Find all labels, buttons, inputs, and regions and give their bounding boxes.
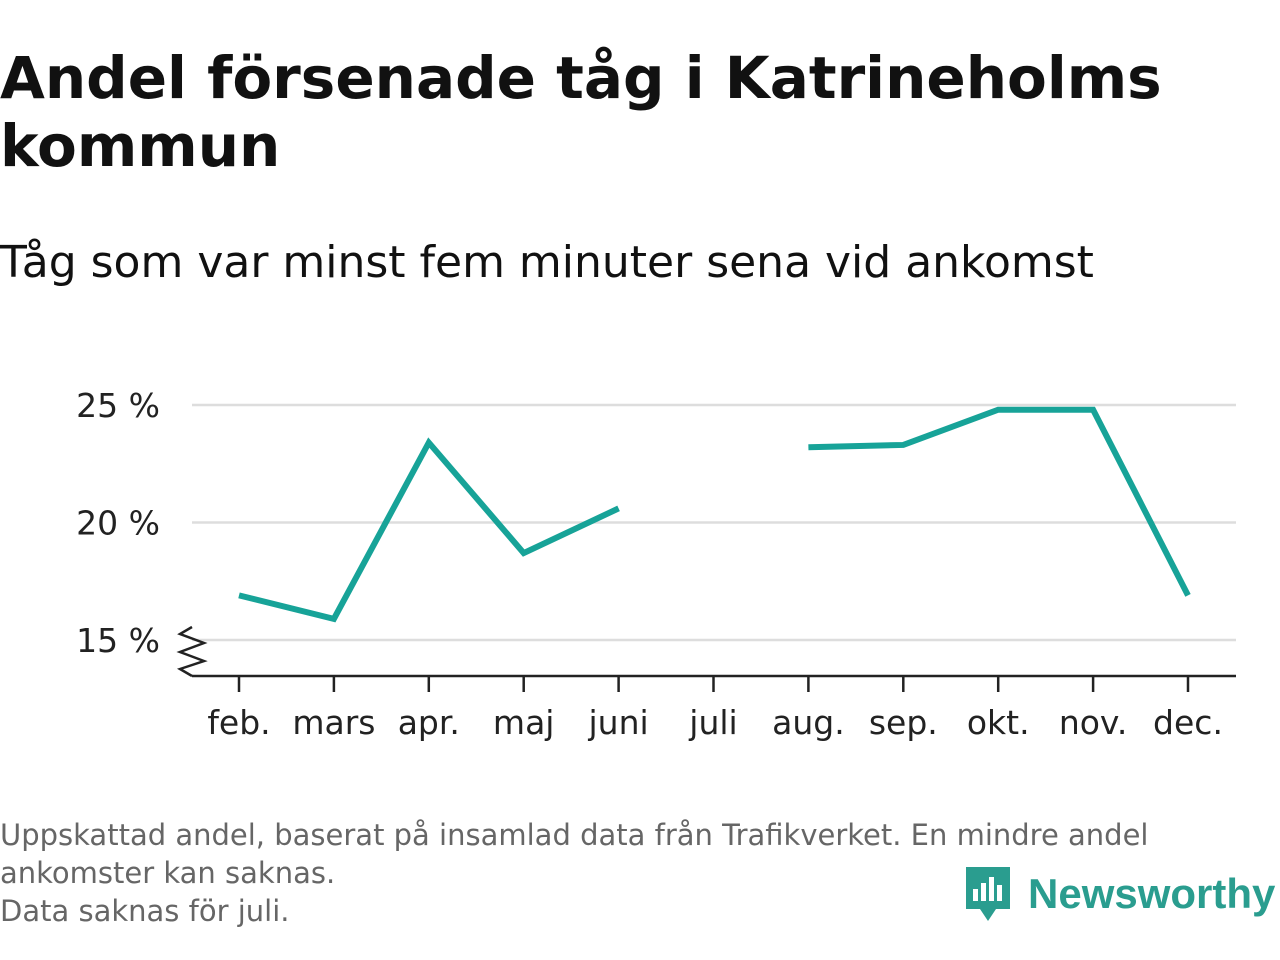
x-tick-label-7: sep. bbox=[869, 703, 938, 742]
x-tick-label-0: feb. bbox=[207, 703, 270, 742]
line-chart: 15 % 20 % 25 % feb. mars apr. maj juni juli aug.… bbox=[76, 386, 1236, 742]
footnote-line-3: Data saknas för juli. bbox=[0, 894, 290, 928]
chart-footnote: Uppskattad andel, baserat på insamlad da… bbox=[0, 816, 1275, 930]
brand-name: Newsworthy bbox=[1028, 870, 1276, 917]
x-tick-label-4: juni bbox=[588, 703, 649, 742]
axis-break-icon bbox=[176, 625, 208, 678]
x-axis-ticks: feb. mars apr. maj juni juli aug. sep. okt. nov. d… bbox=[207, 676, 1223, 742]
x-tick-label-6: aug. bbox=[772, 703, 845, 742]
y-tick-label-20: 20 % bbox=[76, 504, 160, 543]
brand-logo[interactable]: Newsworthy bbox=[962, 862, 1275, 926]
page-title: Andel försenade tåg i Katrineholms kommu… bbox=[0, 44, 1260, 180]
x-tick-label-10: dec. bbox=[1153, 703, 1223, 742]
series-line-segment-1 bbox=[238, 437, 620, 623]
y-tick-label-15: 15 % bbox=[76, 621, 160, 660]
title-line-2: kommun bbox=[0, 112, 281, 180]
x-tick-label-9: nov. bbox=[1059, 703, 1128, 742]
series-line-segment-2 bbox=[808, 406, 1191, 597]
series-lines bbox=[238, 406, 1191, 623]
footnote-line-2: ankomster kan saknas. bbox=[0, 856, 336, 890]
newsworthy-logo-icon bbox=[966, 867, 1010, 921]
x-tick-label-1: mars bbox=[292, 703, 375, 742]
y-tick-label-25: 25 % bbox=[76, 386, 160, 425]
gridlines bbox=[192, 403, 1236, 642]
x-tick-label-3: maj bbox=[493, 703, 555, 742]
x-tick-label-8: okt. bbox=[967, 703, 1030, 742]
chart-subtitle: Tåg som var minst fem minuter sena vid a… bbox=[0, 237, 1094, 288]
footnote-line-1: Uppskattad andel, baserat på insamlad da… bbox=[0, 818, 1149, 852]
x-tick-label-5: juli bbox=[688, 703, 737, 742]
x-axis bbox=[176, 625, 1236, 678]
title-line-1: Andel försenade tåg i Katrineholms bbox=[0, 44, 1162, 112]
y-axis-ticks: 15 % 20 % 25 % bbox=[76, 386, 160, 660]
x-tick-label-2: apr. bbox=[398, 703, 460, 742]
